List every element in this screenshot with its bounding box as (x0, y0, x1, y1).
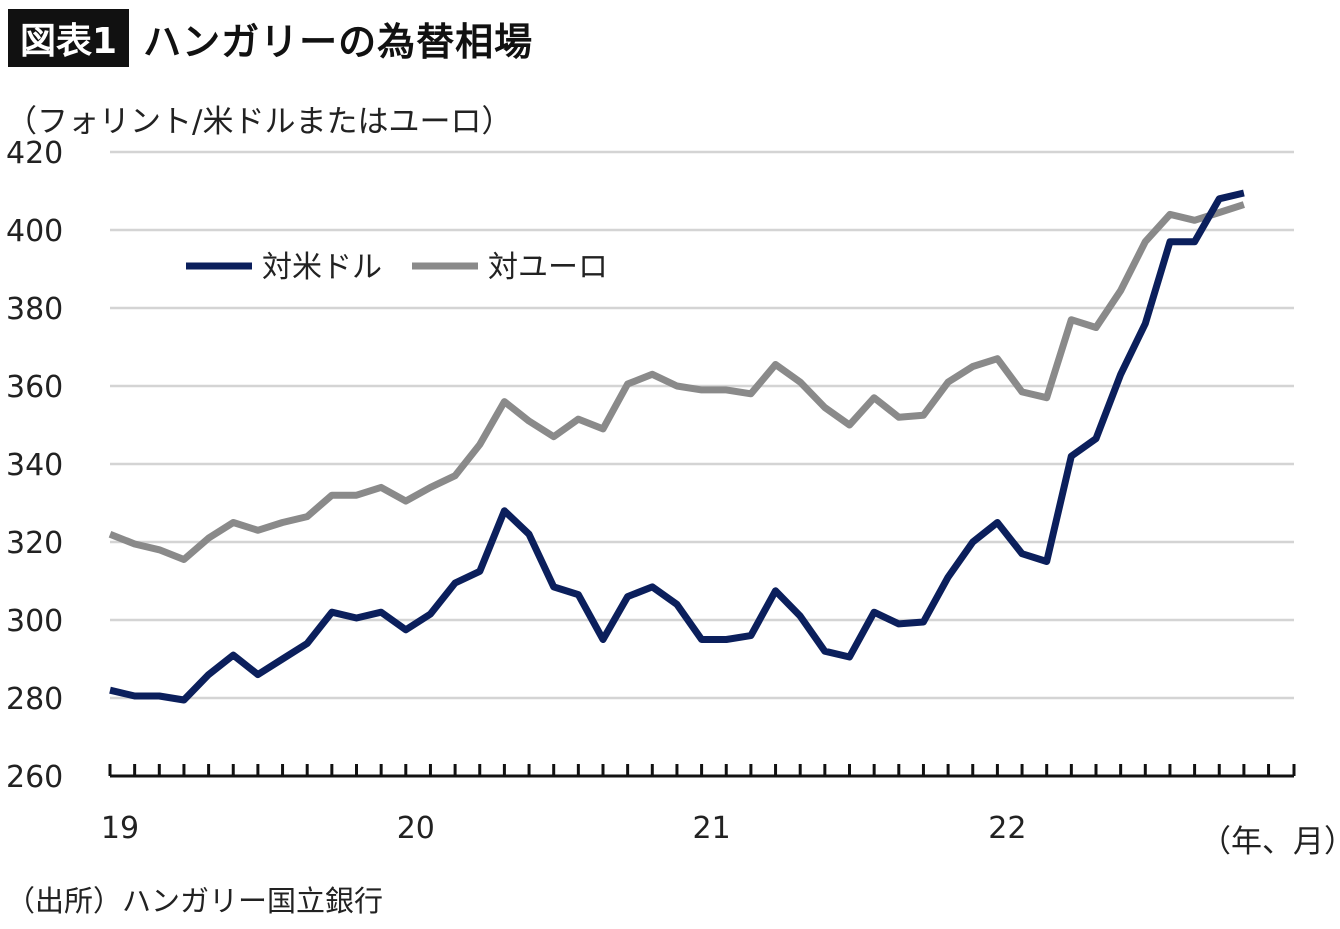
x-tick-labels: 19 20 21 22 (101, 811, 1027, 846)
legend: 対米ドル 対ユーロ (186, 250, 608, 285)
legend-label-対米ドル: 対米ドル (262, 250, 382, 285)
y-tick-label-400: 400 (6, 214, 63, 249)
series-line-対ユーロ (108, 201, 1245, 563)
y-tick-label-280: 280 (6, 682, 63, 717)
series-line-対米ドル (109, 189, 1245, 704)
title-row: 図表1 ハンガリーの為替相場 (8, 9, 533, 67)
x-axis (108, 764, 1296, 778)
x-tick-label-19: 19 (101, 811, 139, 846)
x-tick-label-20: 20 (397, 811, 435, 846)
series-lines (108, 189, 1245, 704)
x-tick-label-21: 21 (693, 811, 731, 846)
y-tick-labels: 260 280 300 320 340 360 380 400 420 (6, 136, 63, 795)
source-note: （出所）ハンガリー国立銀行 (6, 884, 384, 918)
y-axis-unit-label: （フォリント/米ドルまたはユーロ） (6, 104, 513, 140)
x-tick-label-22: 22 (988, 811, 1026, 846)
grid-lines (110, 150, 1294, 700)
chart-title: ハンガリーの為替相場 (143, 19, 534, 64)
y-tick-label-360: 360 (6, 370, 63, 405)
legend-label-対ユーロ: 対ユーロ (488, 250, 608, 285)
y-tick-label-260: 260 (6, 760, 63, 795)
y-tick-label-300: 300 (6, 604, 63, 639)
figure-badge: 図表1 (8, 9, 130, 67)
y-tick-label-380: 380 (6, 292, 63, 327)
x-axis-unit-label: （年、月） (1200, 824, 1340, 860)
y-tick-label-340: 340 (6, 448, 63, 483)
y-tick-label-420: 420 (6, 136, 63, 171)
y-tick-label-320: 320 (6, 526, 63, 561)
